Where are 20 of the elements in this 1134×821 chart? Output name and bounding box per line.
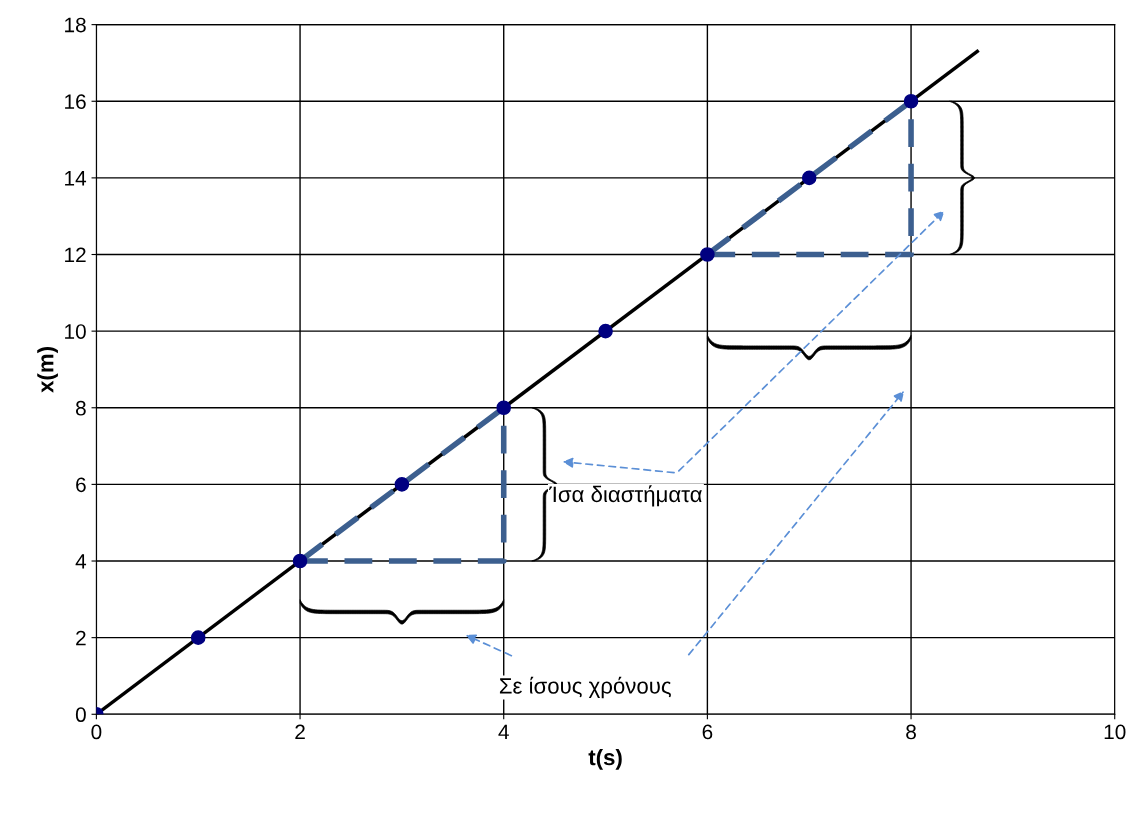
annotation: Σε ίσους χρόνους [499,676,671,699]
y-tick-label: 18 [65,17,86,33]
y-tick-label: 2 [76,630,86,646]
x-tick-label: 0 [91,724,102,740]
annotation: Ίσα διαστήματα [549,485,702,507]
y-tick-label: 0 [75,707,86,723]
y-tick-label: 14 [65,171,87,186]
x-tick-label: 10 [1104,724,1126,740]
y-tick-label: 6 [76,477,86,493]
x-tick-label: 2 [295,724,305,740]
y-axis-title: x(m) [37,347,58,393]
x-axis-title: t(s) [588,748,622,770]
x-tick-label: 8 [906,724,916,740]
y-tick-label: 12 [65,247,86,263]
x-tick-label: 6 [702,724,713,740]
y-tick-label: 10 [65,324,86,339]
y-tick-label: 4 [75,554,87,569]
y-tick-label: 16 [65,94,86,110]
y-tick-label: 8 [75,400,86,416]
x-tick-label: 4 [498,724,509,740]
